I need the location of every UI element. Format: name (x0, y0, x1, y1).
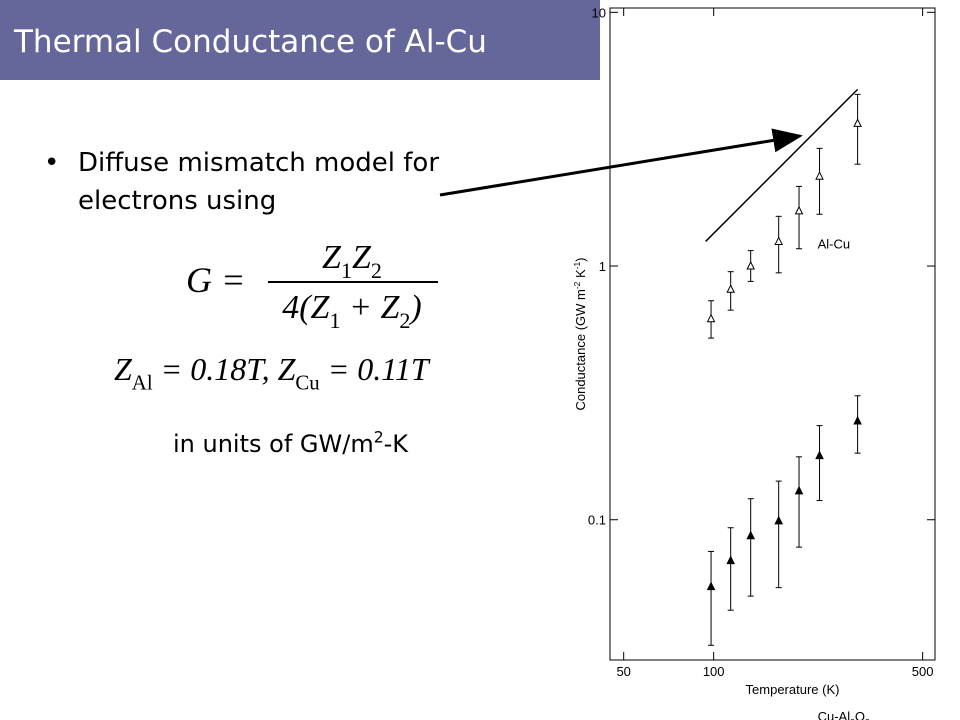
marker (746, 260, 756, 270)
text-part: K (573, 269, 588, 282)
marker (794, 485, 804, 495)
marker (853, 118, 862, 127)
marker (815, 171, 824, 180)
series-label: Cu-Al2O3 (818, 709, 870, 720)
equation-2: ZAl = 0.18T, ZCu = 0.11T (114, 351, 431, 395)
units-note: in units of GW/m2-K (173, 428, 409, 458)
marker (706, 313, 716, 323)
text-part: Cu-Al (818, 709, 851, 720)
text-part: 2 (371, 258, 382, 283)
text-part: 4(Z (282, 289, 330, 326)
marker (726, 284, 735, 293)
marker (726, 555, 735, 565)
text-part: -1 (572, 262, 582, 270)
text-part: 3 (865, 717, 870, 720)
y-tick-label: 10 (592, 5, 606, 20)
y-tick-label: 0.1 (588, 513, 606, 528)
text-part: 2 (850, 717, 855, 720)
text-part: 2 (374, 428, 384, 446)
bullet-text: Diffuse mismatch model for (78, 148, 439, 178)
text-part: -K (384, 430, 410, 458)
text-part: 1 (329, 308, 340, 333)
model-line (705, 88, 859, 242)
text-part: Z (352, 239, 372, 276)
bullet-dot: • (44, 148, 59, 178)
text-part: = 0.11T (320, 351, 431, 387)
series-label: Al-Cu (818, 236, 851, 251)
bullet-text: electrons using (78, 186, 276, 216)
plot: 0.1 1 10 50 100 500 Temperature (K) Conductance… (572, 5, 936, 720)
marker (746, 530, 756, 540)
y-axis-label: Conductance (GW m-2 K-1) (572, 257, 588, 410)
marker (774, 515, 783, 525)
equation-denominator: 4(Z1 + Z2) (282, 289, 422, 333)
text-part: ) (408, 289, 421, 326)
y-tick-label: 1 (599, 259, 606, 274)
x-tick-label: 500 (912, 664, 934, 679)
text-part: 1 (341, 258, 352, 283)
text-part: Al (132, 372, 153, 395)
x-tick-label: 100 (703, 664, 725, 679)
marker (706, 581, 716, 591)
text-part: Z (114, 351, 133, 387)
pointer-arrow (439, 128, 803, 197)
text-part: Cu (295, 372, 320, 395)
marker (815, 450, 824, 460)
equation-lhs: G = (186, 260, 245, 300)
title-bar (0, 0, 600, 80)
x-tick-label: 50 (616, 664, 630, 679)
text-part: in units of GW/m (173, 430, 374, 458)
text-part: Conductance (GW m (573, 289, 588, 410)
marker (853, 415, 862, 425)
text-part: ) (573, 257, 588, 261)
marker (794, 205, 804, 215)
equation-numerator: Z1Z2 (322, 239, 382, 283)
x-axis-label: Temperature (K) (746, 682, 840, 697)
slide-title: Thermal Conductance of Al-Cu (13, 24, 487, 60)
text-part: Z (322, 239, 342, 276)
text-part: Al-Cu (818, 236, 851, 251)
text-part: 2 (399, 308, 410, 333)
text-part: O (855, 709, 865, 720)
text-part: -2 (572, 281, 582, 289)
text-part: = 0.18T, Z (153, 351, 297, 387)
marker (774, 236, 783, 245)
text-part: + Z (341, 289, 401, 326)
plot-frame (609, 7, 936, 661)
